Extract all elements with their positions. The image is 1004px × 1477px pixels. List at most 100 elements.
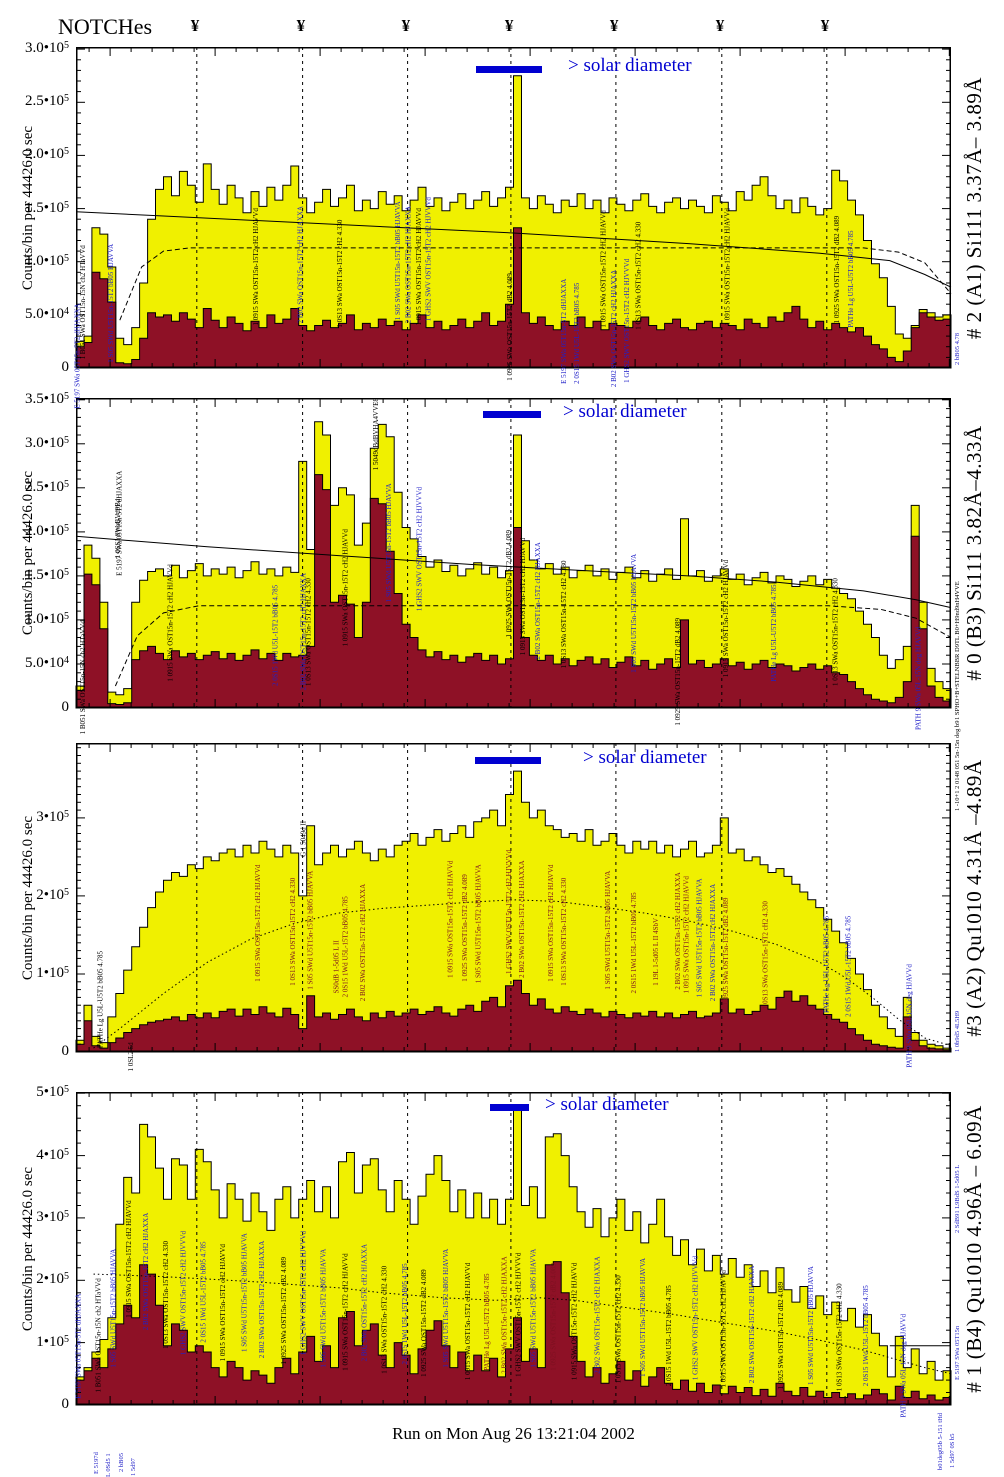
spectral-line-annotation: 1 GHS2 SWV OST15n-15T2 cH2 HJVVVd	[416, 486, 424, 611]
spectral-line-annotation: 1 S05 SWd U5T15n-15T2 bB05 HJAVVA	[442, 1249, 450, 1368]
y-tick-label: 3.5•105	[24, 390, 69, 407]
y-axis-title: Counts/bin per 44426.0 sec	[20, 1166, 36, 1331]
y-tick-labels: 3•105 2•105 1•105 0	[0, 743, 72, 1058]
notches-title: NOTCHes	[58, 14, 153, 39]
notch-yen-icon: ¥	[296, 16, 306, 35]
spectral-line-annotation: G 1 5049d II	[299, 820, 307, 857]
background-counts-histogram	[75, 474, 952, 709]
axis-frame	[76, 1092, 951, 1405]
spectral-line-annotation: 1 5049dBdBVHA4VVE8	[372, 398, 380, 471]
edge-annotation: E 5197 SWa 05T15n	[954, 1325, 961, 1380]
footer-annotation: E 5197d	[93, 1452, 100, 1474]
spectral-line-annotation: PATHe Lg U5L-U5T2 bB05 4.785	[823, 915, 831, 1013]
panel-title-right: # 0 (B3) Si111 3.82Å–4.33Å	[962, 425, 986, 681]
spectral-line-annotation: 1 0915 SWa OST15n-15T2 cH2 HJAVVd	[519, 537, 527, 655]
y-tick-labels: 3.5•105 3.0•105 2.5•105 2.0•105 1.5•105 1.0•1…	[0, 391, 72, 714]
spectral-line-annotation: 1 0S13 SWa OST15n-15T2 cH2 4.330	[289, 877, 297, 985]
spectral-line-annotation: 1 S05 SWd U5T15n-15T2 bB05 HJAVVA	[630, 554, 638, 673]
spectral-line-annotation: 1 B051 SWa OST15n-15N ch2 HTaVVd	[79, 620, 87, 735]
y-axis-title: Counts/bin per 44426.0 sec	[20, 470, 36, 636]
notch-yen-icon: ¥	[715, 16, 725, 35]
spectral-line-annotation: 1 0925 SWa OST15n-15T2 dB2 4.089	[550, 1263, 558, 1371]
spectral-line-annotation: 1 S05 SWd U5T15n-15T2 bB05 HJAVVA	[529, 1249, 537, 1368]
y-axis-title: Counts/bin per 44426.0 sec	[20, 815, 36, 980]
spectral-line-annotation: 2 0S15 1Wd U5L-15T2 bB05 4.785	[573, 282, 581, 384]
notch-yen-icon: ¥	[820, 16, 830, 35]
solid-reference-line	[75, 535, 952, 609]
y-tick-label: 3.0•105	[24, 40, 69, 57]
spectral-line-annotation: 2 B02 SWa OST15n-15T2 cH2 HJAXXA	[258, 1241, 266, 1358]
spectral-line-annotation: 1 0915 SWa OST15n-15T2 cH2 HJAVVd	[415, 208, 423, 326]
dot-reference-line	[93, 1273, 952, 1375]
notch-yen-icon: ¥	[401, 16, 411, 35]
spectral-line-annotation: 1 0915 SWa OST15n-15T2 cH2 HJAVVd	[683, 876, 691, 994]
solar-diameter-bar	[483, 411, 541, 418]
panel-a2-qu1010: PATHe Lg U5L-U5T2 bB05 4.785 1 0SL2 5d 1 0…	[20, 720, 986, 1071]
spectral-line-annotation: 1 0925 SWa OST15n-15T2 dB2 4.089	[777, 1281, 785, 1389]
notch-yen-icon: ¥	[609, 16, 619, 35]
solar-diameter-bar	[475, 757, 541, 764]
spectral-line-annotation: 1 0925 SWa OST15n-15T2 dB2 4.089	[674, 618, 682, 726]
solar-diameter-label: > solar diameter	[568, 55, 692, 76]
plot-area-a1: 1 B051 SWa OST15n-15N ch2 HTaVVd 1 S05 SW…	[75, 47, 952, 387]
solar-diameter-bar	[490, 1104, 529, 1111]
notch-yen-icon: ¥	[504, 16, 514, 35]
spectral-line-annotation: 1 0925 SWa OST15n-15T2 dB2 4.089	[461, 874, 469, 982]
y-tick-label: 3.0•105	[24, 434, 69, 451]
spectral-line-annotation: 1 0915 SWa OST15n-15T2 cH2 HJAVVd	[464, 1262, 472, 1380]
y-tick-labels: 5•105 4•105 3•105 2•105 1•105 0	[0, 1085, 72, 1412]
solar-diameter-label: > solar diameter	[545, 1094, 669, 1115]
spectral-line-annotation: 1 0925 SWa OST15n-15T2 dB2 4.089	[505, 529, 513, 637]
spectral-line-annotation: 1 B051 SWa OST15n-15N ch2 HTaVVd	[79, 245, 87, 360]
spectral-line-annotation: 1 0S13 SWa OST15n-15T2 cH2 4.330	[614, 1275, 622, 1383]
spectral-line-annotation: 1 0S13 SWa OST15n-15T2 cH2 4.330	[336, 219, 344, 327]
y-tick-label: 2.0•105	[24, 146, 69, 163]
solar-diameter-bar	[476, 66, 542, 73]
spectral-line-annotation: 2 B02 SWa OST15n-15T2 cH2 HJAXXA	[361, 1244, 369, 1361]
edge-annotation: 1 -10+1 2 0148 051 5n-15n deg b9	[954, 720, 961, 811]
spectral-line-annotation: 1 GHS2 SWV OST15n-15T2 cH2 HJVVVd	[179, 1230, 187, 1355]
spectral-line-annotation: 1 GHS2 SWV OST15n-15T2 cH2 HJVVVd	[299, 1230, 307, 1355]
spectral-line-annotation: 2 B02 SWa OST15n-15T2 cH2 HJAXXA	[674, 872, 682, 989]
spectral-line-annotation: 1 S05 SWd U5T15n-15T2 bB05 HJAVVA	[639, 1258, 647, 1377]
panel-title-right: # 2 (A1) Si111 3.37Å– 3.89Å	[962, 76, 986, 339]
background-counts-histogram	[75, 1261, 952, 1406]
spectral-line-annotation: 1 S05 SWd U5T15n-15T2 bB05 HJAVVA	[474, 864, 482, 983]
footer-annotation: L 0Sd5 1	[105, 1453, 112, 1477]
spectral-line-annotation: 1 0SL2 5d	[127, 1042, 135, 1072]
spectral-line-annotation: 2 B02 SWa OST15n-15T2 cH2 HJAXXA	[593, 1256, 601, 1373]
spectral-line-annotation: 2 0S15 1Wd U5L-15T2 bB05 4.785	[862, 1285, 870, 1387]
y-tick-label: 1•105	[36, 1333, 69, 1350]
spectral-line-annotation: 2 0S15 1Wd U5L-15T2 bB05 4.785	[271, 584, 279, 686]
spectral-line-annotation: 1 S05 SWd U5T15n-15T2 bB05 HJAVVA	[807, 1266, 815, 1385]
spectral-line-annotation: 2 B02 SWa OST15n-15T2 cH2 HJAXXA	[534, 542, 542, 659]
y-tick-label: 4•105	[36, 1146, 69, 1163]
spectral-line-annotation: E 5197 SWa 05T15n-5T2 dHJAXXA	[116, 471, 124, 576]
spectral-line-annotation: PATHe Lg U5L-U5T2 bB05 4.785	[483, 1273, 491, 1371]
solid-reference-line	[75, 211, 952, 288]
spectral-line-annotation: 1 0925 SWa OST15n-15T2 dB2 4.089	[280, 1256, 288, 1364]
spectral-line-annotation: 1 S05 SWd U5T15n-15T2 bB05 HJAVVA	[696, 878, 704, 997]
spectral-line-annotation: PATHe Lg U5L-U5T2 bB05 4.785	[770, 584, 778, 682]
edge-annotation: 2 SdB91 L9BdS 1-5d05 L	[954, 1164, 961, 1233]
spectral-line-annotation: 1 0915 SWa OST15n-15T2 cH2 HJAVVd	[719, 1270, 727, 1388]
y-tick-labels: 3.0•105 2.5•105 2.0•105 1.5•105 1.0•105 5.0•1…	[0, 41, 72, 375]
footer-annotation: 2 bB05	[118, 1453, 125, 1472]
axis-frame	[76, 47, 951, 368]
run-caption: Run on Mon Aug 26 13:21:04 2002	[392, 1424, 635, 1443]
spectral-line-annotation: 1 0915 SWa OST15n-15T2 cH2 HJAVVd	[166, 564, 174, 682]
footer-annotation: b01deg05b 5-151 tHd	[937, 1412, 944, 1470]
edge-annotation: 2 bB05 4.78	[954, 333, 961, 365]
spectral-line-annotation: 1 S05 SWd U5T15n-15T2 bB05 HJAVVA	[107, 244, 115, 363]
spectral-line-annotation: 2 B02 SWa OST15n-15T2 cH2 HJAXXA	[518, 860, 526, 977]
spectral-line-annotation: PATH 9 SWa 05L-15N deg HJAVVd	[914, 626, 922, 730]
spectral-line-annotation: PATH 9 SWa 05L-15N deg HJAVVd	[900, 1314, 908, 1418]
background-counts-histogram	[75, 227, 952, 369]
panel-title-right: # 1 (B4) Qu1010 4.96Å – 6.09Å	[962, 1104, 986, 1393]
spectral-line-annotation: E 5197 SWa 05T15n-5T2 dHJAXXA	[74, 1294, 82, 1399]
y-tick-label: 5•105	[36, 1084, 69, 1101]
spectral-line-annotation: 2 0S15 1Wd U5L-15T2 bB05 4.785	[341, 896, 349, 998]
y-tick-label: 0	[61, 699, 70, 715]
background-counts-histogram	[75, 979, 952, 1053]
